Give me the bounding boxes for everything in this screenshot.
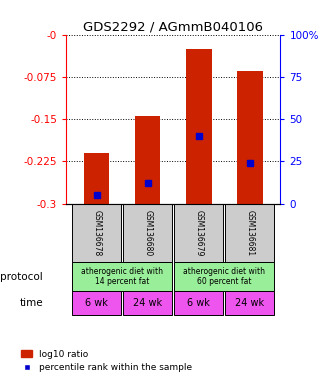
- Text: GSM136679: GSM136679: [194, 210, 203, 256]
- Bar: [174, 291, 223, 315]
- Bar: [225, 204, 274, 262]
- Bar: [174, 204, 223, 262]
- Text: 6 wk: 6 wk: [85, 298, 108, 308]
- Text: 24 wk: 24 wk: [133, 298, 162, 308]
- Text: 24 wk: 24 wk: [235, 298, 264, 308]
- Bar: [72, 291, 121, 315]
- Text: GSM136680: GSM136680: [143, 210, 152, 256]
- Text: GSM136681: GSM136681: [246, 210, 254, 256]
- Legend: log10 ratio, percentile rank within the sample: log10 ratio, percentile rank within the …: [18, 346, 196, 376]
- Text: atherogenic diet with
14 percent fat: atherogenic diet with 14 percent fat: [81, 267, 163, 286]
- Bar: [174, 262, 274, 291]
- Bar: [135, 116, 160, 204]
- Bar: [237, 71, 263, 204]
- Bar: [123, 291, 172, 315]
- Text: 6 wk: 6 wk: [187, 298, 210, 308]
- Text: time: time: [19, 298, 43, 308]
- Title: GDS2292 / AGmmB040106: GDS2292 / AGmmB040106: [83, 20, 263, 33]
- Bar: [186, 49, 212, 204]
- Text: atherogenic diet with
60 percent fat: atherogenic diet with 60 percent fat: [183, 267, 265, 286]
- Text: protocol: protocol: [0, 271, 43, 281]
- Bar: [225, 291, 274, 315]
- Bar: [123, 204, 172, 262]
- Bar: [72, 262, 172, 291]
- Text: GSM136678: GSM136678: [92, 210, 101, 256]
- Bar: [72, 204, 121, 262]
- Bar: [84, 153, 110, 204]
